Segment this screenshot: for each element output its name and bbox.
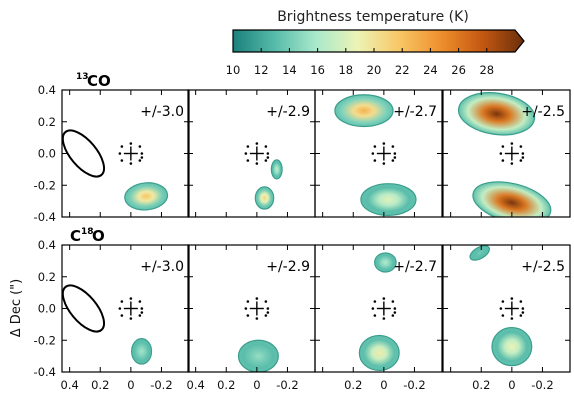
colorbar-label: Brightness temperature (K) <box>277 9 469 25</box>
colorbar-tick-label: 24 <box>423 63 438 77</box>
colorbar-bar <box>232 29 525 53</box>
star-position-marker <box>371 297 397 320</box>
star-position-marker <box>118 142 144 165</box>
panel-ticks <box>62 89 189 218</box>
panel-co-4: +/-2.5 <box>442 89 571 218</box>
x-tick-label: -0.2 <box>276 378 298 392</box>
x-tick-label: 0.2 <box>344 378 362 392</box>
emission-blob <box>237 339 279 372</box>
y-tick-label: -0.2 <box>34 178 56 192</box>
panel-o-2: +/-2.9 0.4 0.2 0 -0.2 <box>187 244 316 392</box>
x-tick-label: 0 <box>253 378 260 392</box>
velocity-label: +/-2.5 <box>521 104 565 120</box>
emission-blob <box>491 326 533 367</box>
y-tick-label: -0.4 <box>34 365 56 379</box>
emission-blob <box>270 159 283 180</box>
colorbar: 10 12 14 16 18 20 22 24 26 28 <box>226 29 525 77</box>
velocity-label: +/-2.9 <box>266 259 310 275</box>
star-position-marker <box>244 297 270 320</box>
panel-ticks <box>62 244 189 373</box>
beam-ellipse <box>61 129 105 178</box>
emission-blob <box>457 92 536 136</box>
molecule-label: C 18O <box>70 227 105 245</box>
panel-o-4: +/-2.5 0.2 0 -0.2 <box>442 244 571 392</box>
x-tick-label: -0.2 <box>531 378 553 392</box>
panels: +/-3.00.40.20.0-0.2-0.4+/-2.9 +/-2.7 +/-2.… <box>34 72 571 392</box>
panel-ticks <box>443 89 570 218</box>
y-tick-label: 0.2 <box>38 115 56 129</box>
x-tick-label: 0.2 <box>472 378 490 392</box>
emission-blob <box>254 186 275 210</box>
y-tick-label: -0.4 <box>34 210 56 224</box>
colorbar-tick-label: 16 <box>310 63 325 77</box>
velocity-label: +/-2.7 <box>393 259 437 275</box>
panel-ticks <box>443 244 570 373</box>
star-position-marker <box>118 297 144 320</box>
colorbar-tick-label: 26 <box>451 63 466 77</box>
y-tick-label: 0.2 <box>38 270 56 284</box>
x-tick-label: 0 <box>508 378 515 392</box>
velocity-label: +/-2.5 <box>521 259 565 275</box>
emission-blob <box>472 181 552 217</box>
molecule-name: O <box>92 227 105 245</box>
x-tick-label: -0.2 <box>403 378 425 392</box>
emission-blob <box>124 182 169 211</box>
panel-co-3: +/-2.7 <box>314 89 443 218</box>
panel-ticks <box>315 89 442 218</box>
beam-ellipse <box>61 284 105 333</box>
colorbar-tick-label: 20 <box>367 63 382 77</box>
star-position-marker <box>244 142 270 165</box>
emission-blob <box>374 252 397 273</box>
x-tick-label: 0 <box>127 378 134 392</box>
star-position-marker <box>499 142 525 165</box>
colorbar-tick-label: 12 <box>254 63 269 77</box>
emission-blob <box>131 338 153 365</box>
colorbar-tick-label: 22 <box>395 63 410 77</box>
velocity-label: +/-3.0 <box>140 259 184 275</box>
colorbar-tick-label: 28 <box>479 63 494 77</box>
panel-o-3: +/-2.7 0.2 0 -0.2 <box>314 244 443 392</box>
panel-o-1: +/-3.0 0.4 0.2 0.0 -0.2 -0.4 0.4 0.2 0 -0.2 <box>34 238 190 392</box>
emission-blob <box>469 245 491 261</box>
x-tick-label: 0.4 <box>187 378 205 392</box>
star-position-marker <box>499 297 525 320</box>
emission-blob <box>358 334 400 372</box>
colorbar-tick-label: 14 <box>282 63 297 77</box>
panel-ticks <box>188 244 315 373</box>
molecule-prefix: C <box>70 227 81 245</box>
molecule-isotope: 13 <box>76 72 89 82</box>
y-tick-label: 0.4 <box>38 83 56 97</box>
x-tick-label: 0.2 <box>217 378 235 392</box>
velocity-label: +/-3.0 <box>140 104 184 120</box>
emission-blob <box>334 94 394 128</box>
colorbar-tick-label: 10 <box>226 63 241 77</box>
y-tick-label: 0.0 <box>38 302 56 316</box>
panel-ticks <box>188 89 315 218</box>
x-tick-label: 0.4 <box>61 378 79 392</box>
velocity-label: +/-2.9 <box>266 104 310 120</box>
y-tick-label: 0.0 <box>38 147 56 161</box>
y-tick-label: 0.4 <box>38 238 56 252</box>
panel-co-2: +/-2.9 <box>187 89 316 218</box>
x-tick-label: 0.2 <box>91 378 109 392</box>
emission-blob <box>360 183 417 217</box>
molecule-name: CO <box>87 72 111 90</box>
velocity-label: +/-2.7 <box>393 104 437 120</box>
y-tick-label: -0.2 <box>34 333 56 347</box>
star-position-marker <box>371 142 397 165</box>
x-tick-label: 0 <box>380 378 387 392</box>
panel-ticks <box>315 244 442 373</box>
molecule-isotope: 18 <box>81 227 94 237</box>
x-tick-label: -0.2 <box>150 378 172 392</box>
colorbar-tick-label: 18 <box>338 63 353 77</box>
y-axis-label: Δ Dec (") <box>9 279 24 337</box>
panel-co-1: +/-3.0 0.4 0.2 0.0 -0.2 -0.4 <box>34 83 190 224</box>
